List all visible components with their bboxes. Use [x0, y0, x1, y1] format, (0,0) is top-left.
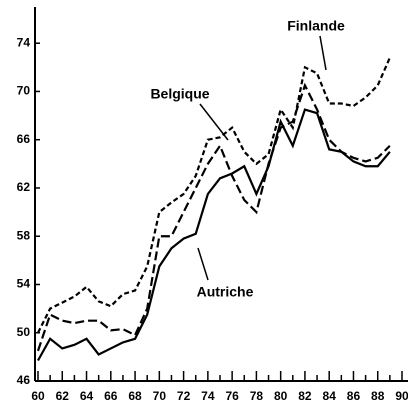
x-tick-label: 70	[153, 389, 167, 403]
x-tick-label: 66	[104, 389, 118, 403]
x-tick-label: 64	[80, 389, 94, 403]
y-tick-label: 50	[17, 325, 31, 339]
x-tick-label: 60	[31, 389, 45, 403]
x-tick-label: 76	[225, 389, 239, 403]
y-tick-label: 74	[17, 35, 31, 49]
x-tick-label: 86	[347, 389, 361, 403]
x-tick-label: 62	[56, 389, 70, 403]
x-tick-label: 80	[274, 389, 288, 403]
arrow	[197, 247, 209, 281]
x-tick-label: 68	[128, 389, 142, 403]
series-line	[37, 57, 391, 334]
series-line	[37, 108, 391, 362]
x-tick-label: 84	[323, 389, 337, 403]
annotation: Autriche	[197, 284, 254, 300]
arrow	[319, 35, 327, 71]
x-tick-label: 82	[298, 389, 312, 403]
y-tick-label: 46	[17, 373, 31, 387]
y-tick-label: 66	[17, 132, 31, 146]
x-tick-label: 72	[177, 389, 191, 403]
annotation: Belgique	[150, 86, 209, 102]
y-tick-label: 54	[17, 277, 31, 291]
x-tick-label: 90	[395, 389, 408, 403]
y-tick-label: 62	[17, 180, 31, 194]
y-tick-label: 70	[17, 84, 31, 98]
x-tick-label: 74	[201, 389, 215, 403]
y-tick-label: 58	[17, 228, 31, 242]
x-tick-label: 78	[250, 389, 264, 403]
annotation: Finlande	[287, 18, 345, 34]
series-line	[36, 82, 391, 352]
x-tick-label: 88	[371, 389, 385, 403]
